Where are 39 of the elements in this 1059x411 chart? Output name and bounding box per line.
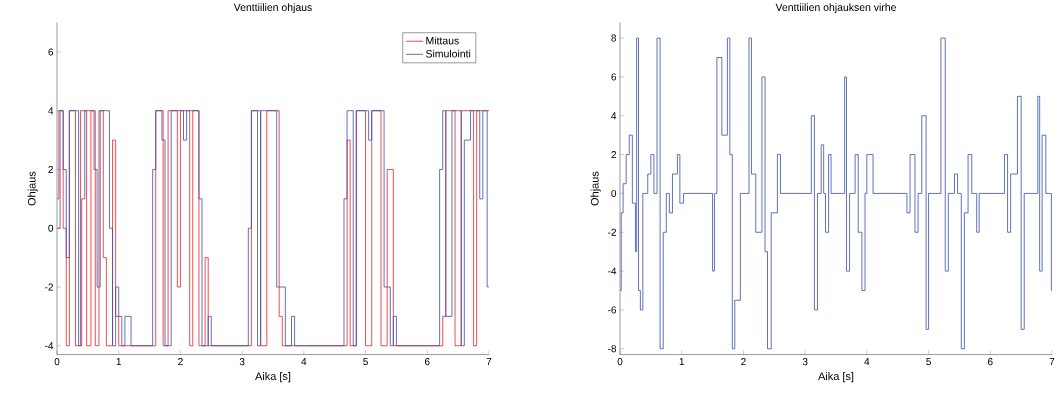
x-tick-label: 4 xyxy=(301,358,307,366)
y-axis-title: Ohjaus xyxy=(27,171,38,206)
y-tick-label: 2 xyxy=(48,166,53,174)
y-tick-label: 4 xyxy=(611,112,617,120)
legend-label: Mittaus xyxy=(426,36,459,45)
x-tick-label: 5 xyxy=(926,358,931,366)
y-tick-label: 2 xyxy=(611,151,616,159)
y-tick-label: 6 xyxy=(611,73,617,81)
chart-title: Venttiilien ohjaus xyxy=(233,3,312,14)
y-axis-title: Ohjaus xyxy=(590,171,601,206)
x-tick-label: 0 xyxy=(54,358,60,366)
x-tick-label: 2 xyxy=(178,358,183,366)
y-tick-label: -8 xyxy=(608,345,617,353)
x-tick-label: 3 xyxy=(239,358,245,366)
x-axis-title: Aika [s] xyxy=(818,372,854,383)
y-tick-label: -4 xyxy=(608,267,617,275)
x-tick-label: 0 xyxy=(617,358,623,366)
y-tick-label: -6 xyxy=(608,306,617,314)
x-tick-label: 5 xyxy=(363,358,368,366)
x-tick-label: 4 xyxy=(864,358,870,366)
x-tick-label: 1 xyxy=(679,358,685,366)
x-tick-label: 6 xyxy=(988,358,993,366)
y-tick-label: 4 xyxy=(48,107,54,115)
chart-title: Venttiilien ohjauksen virhe xyxy=(775,3,896,14)
y-tick-label: 0 xyxy=(48,224,54,232)
x-axis-title: Aika [s] xyxy=(255,372,291,383)
x-tick-label: 2 xyxy=(741,358,746,366)
y-tick-label: 8 xyxy=(611,34,617,42)
y-tick-label: 6 xyxy=(48,48,54,56)
x-tick-label: 3 xyxy=(802,358,808,366)
x-tick-label: 1 xyxy=(116,358,122,366)
y-tick-label: -2 xyxy=(608,228,616,236)
x-tick-label: 7 xyxy=(1049,358,1055,366)
x-tick-label: 6 xyxy=(425,358,430,366)
y-tick-label: 0 xyxy=(611,190,617,198)
x-tick-label: 7 xyxy=(486,358,492,366)
y-tick-label: -2 xyxy=(45,283,53,291)
y-tick-label: -4 xyxy=(45,342,54,350)
legend-label: Simulointi xyxy=(425,49,471,58)
